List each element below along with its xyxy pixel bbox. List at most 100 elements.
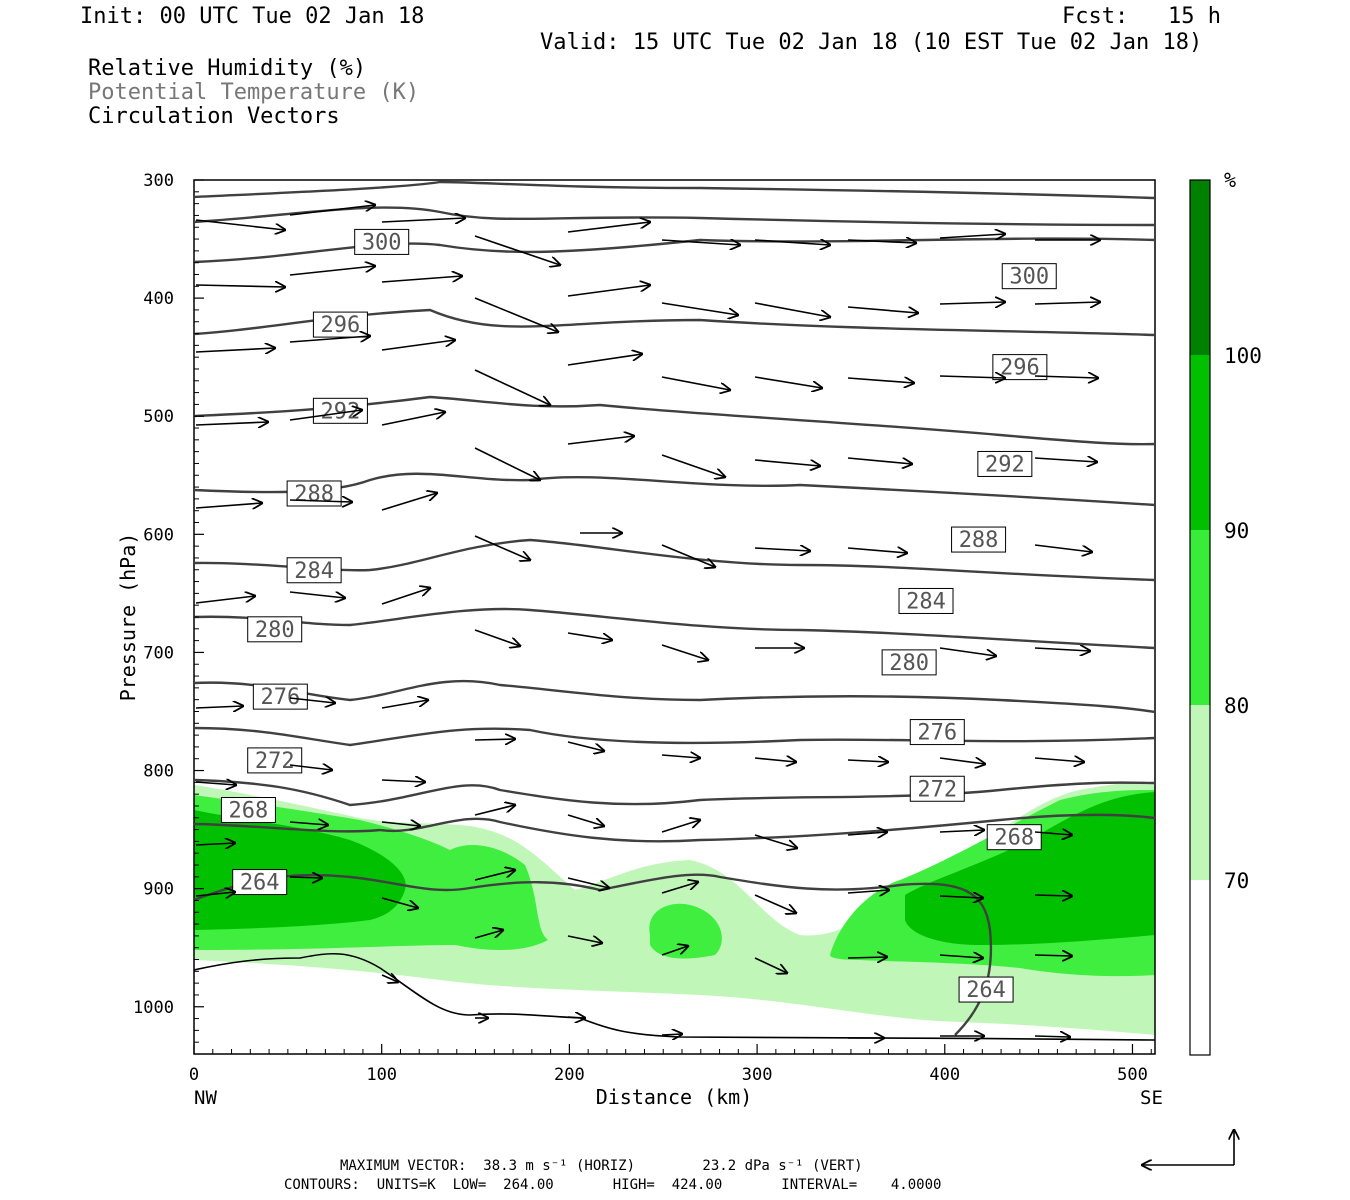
contour-label-box [312,311,368,338]
contour-label: 288 [294,482,334,507]
colorbar-unit: % [1224,168,1236,192]
y-tick-label: 900 [143,880,174,900]
vector-arrow [847,457,912,464]
vector-arrow [474,739,515,740]
vector-arrow [754,758,796,762]
vector-arrow [661,644,708,660]
contour-line [194,778,1155,807]
contour-label: 264 [240,871,280,896]
contour-line [194,873,993,1036]
contour-label-box [881,649,937,676]
vector-arrow [289,336,370,343]
vector-arrow [1034,832,1072,835]
vector-arrow [1034,758,1084,762]
vector-arrow [1034,544,1092,552]
vector-arrow [754,548,810,551]
vector-arrow [661,946,688,956]
vector-arrow [847,548,907,553]
vector-arrow [381,276,462,283]
vector-arrow [381,493,437,511]
contour-label-box [354,228,410,255]
contour-label-box [977,450,1033,477]
contour-label: 296 [321,313,361,338]
contour-label: 280 [255,618,295,643]
contour-line [194,206,1155,227]
vector-arrow [661,544,715,567]
vector-arrow [939,758,985,764]
vector-arrow [474,235,560,265]
legend-vectors: Circulation Vectors [88,104,340,129]
vector-arrow [567,877,609,888]
colorbar-label-80: 80 [1224,694,1249,718]
vector-arrow [567,436,634,445]
vector-arrow [195,285,285,287]
vector-arrow [289,698,335,703]
vector-arrow [195,782,236,785]
vector-arrow [847,378,914,383]
y-tick-label: 300 [143,171,174,191]
init-time: Init: 00 UTC Tue 02 Jan 18 [80,4,425,29]
y-tick-label: 600 [143,525,174,545]
vector-arrow [381,897,418,908]
vector-arrow [381,700,428,709]
vector-arrow [381,780,425,782]
colorbar: % 70 80 90 100 [1189,168,1262,1056]
contour-label: 296 [1000,356,1040,381]
vector-arrow [195,596,255,604]
y-tick-label: 500 [143,407,174,427]
vector-arrow [754,240,830,245]
y-tick-label: 800 [143,762,174,782]
colorbar-label-70: 70 [1224,869,1249,893]
forecast-hour: Fcst: 15 h [1062,4,1221,29]
vector-arrow [567,741,604,751]
vector-arrow [754,302,830,317]
vector-arrow [939,234,1005,238]
vector-arrow [195,892,235,896]
vector-arrow [381,975,398,982]
colorbar-segment [1190,180,1210,355]
contour-label-box [1001,263,1057,290]
vector-arrow [754,957,787,973]
valid-time: Valid: 15 UTC Tue 02 Jan 18 (10 EST Tue … [540,30,1203,55]
contour-label-box [986,824,1042,851]
vector-arrow [381,588,430,605]
vector-arrow [661,1034,682,1035]
vector-arrow [289,765,332,770]
vector-arrow [289,205,375,216]
contour-label: 284 [906,589,946,614]
vector-arrow [661,240,740,245]
vector-arrow [474,805,515,816]
circulation-vectors [195,205,1100,1038]
vector-arrow [195,348,275,352]
vector-arrow [847,306,918,313]
vector-arrow [754,376,822,388]
contour-label-box [286,557,342,584]
y-tick-label: 700 [143,643,174,663]
vector-arrow [195,706,243,708]
vector-arrow [474,535,530,560]
contour-info: CONTOURS: UNITS=K LOW= 264.00 HIGH= 424.… [284,1177,942,1193]
vector-arrow [754,894,796,913]
contour-label: 268 [994,826,1034,851]
vector-arrow [474,447,540,480]
vector-arrow [195,219,285,230]
vector-arrow [661,882,698,894]
x-tick-label: 500 [1117,1065,1148,1085]
contour-line [194,679,1155,714]
colorbar-label-100: 100 [1224,344,1262,368]
contour-label: 288 [959,528,999,553]
y-axis: 300 400 500 600 700 800 900 1000 [133,171,204,1055]
contour-label: 284 [294,559,334,584]
vector-arrow [289,822,328,825]
vector-arrow [939,830,984,832]
vector-arrow [847,240,916,243]
legend-rh: Relative Humidity (%) [88,56,367,81]
contour-label-box [232,869,288,896]
vector-arrow [381,340,455,351]
contour-label-box [247,616,303,643]
vector-arrow [567,632,612,640]
contour-line [194,180,1155,200]
contour-label: 276 [260,685,300,710]
vector-arrow [381,218,465,222]
